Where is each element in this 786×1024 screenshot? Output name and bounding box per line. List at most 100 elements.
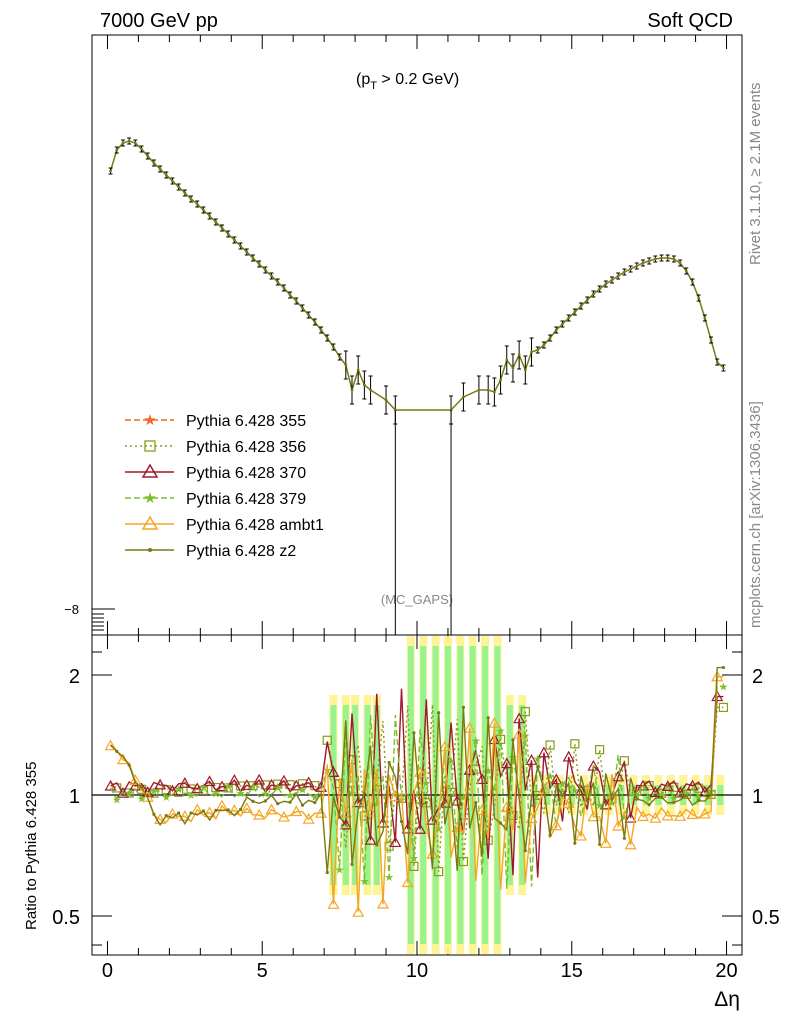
data-point <box>319 328 323 332</box>
data-point <box>561 322 564 326</box>
ratio-marker: ★ <box>434 824 444 836</box>
ratio-marker: ★ <box>496 726 506 738</box>
ratio-marker <box>458 856 469 867</box>
ratio-marker <box>228 773 241 785</box>
ratio-marker <box>189 811 193 815</box>
ratio-marker <box>277 774 290 786</box>
ratio-marker <box>238 807 243 812</box>
ratio-marker <box>387 760 391 765</box>
ratio-marker <box>235 781 246 791</box>
data-point <box>573 310 577 314</box>
ratio-marker <box>127 763 131 767</box>
ratio-marker <box>201 809 206 813</box>
ratio-marker <box>513 712 526 724</box>
ratio-marker: ★ <box>471 735 481 747</box>
ratio-marker <box>451 821 464 833</box>
data-point <box>517 353 521 357</box>
ratio-ytick-right: 2 <box>752 666 763 688</box>
mcplots-label: mcplots.cern.ch [arXiv:1306.3436] <box>747 401 764 628</box>
ratio-marker <box>686 779 699 791</box>
ratio-marker: ★ <box>260 789 270 801</box>
ratio-marker <box>364 805 377 817</box>
ratio-marker <box>302 776 315 788</box>
data-point <box>697 296 701 300</box>
data-point <box>288 293 292 297</box>
data-point <box>598 287 602 291</box>
data-point <box>672 257 676 261</box>
data-point <box>301 306 304 310</box>
ratio-marker <box>488 716 501 728</box>
data-point <box>332 345 335 349</box>
legend-marker <box>141 515 159 530</box>
ratio-marker <box>191 782 204 794</box>
ratio-marker <box>327 766 340 777</box>
ratio-marker <box>636 779 649 791</box>
data-point <box>530 350 533 354</box>
data-point <box>202 208 205 212</box>
data-point <box>356 368 360 372</box>
ratio-marker: ★ <box>236 788 246 800</box>
ratio-marker: ★ <box>694 792 704 804</box>
ratio-marker <box>315 806 328 818</box>
ratio-marker: ★ <box>161 792 171 804</box>
ratio-marker <box>149 788 159 798</box>
x-tick-labels: 0 5 10 15 20 <box>102 960 738 982</box>
data-point <box>177 185 181 189</box>
data-point <box>492 390 496 394</box>
ratio-ytick-left: 2 <box>69 666 80 688</box>
ratio-marker <box>177 811 181 815</box>
ratio-marker <box>376 897 389 909</box>
legend-item: ★ Pythia 6.428 355 <box>125 412 306 430</box>
ratio-marker <box>290 779 303 791</box>
ratio-marker <box>570 739 580 749</box>
ratio-marker: ★ <box>285 790 295 802</box>
ratio-marker <box>649 811 662 823</box>
ratio-marker: ★ <box>533 753 543 765</box>
ratio-marker <box>545 740 555 750</box>
ratio-marker <box>575 829 588 841</box>
data-point <box>313 320 317 324</box>
data-point <box>338 355 342 359</box>
ratio-marker <box>352 905 365 917</box>
data-point <box>499 378 502 382</box>
legend-label: Pythia 6.428 356 <box>186 439 306 456</box>
ratio-marker: ★ <box>545 771 555 783</box>
header-left: 7000 GeV pp <box>100 10 218 32</box>
ratio-marker <box>253 773 266 785</box>
ratio-marker <box>339 806 352 818</box>
ratio-marker <box>624 811 637 823</box>
data-point <box>622 270 626 274</box>
ratio-marker <box>647 803 651 807</box>
ratio-marker <box>488 733 501 745</box>
ratio-marker: ★ <box>298 784 308 796</box>
ratio-marker: ★ <box>558 779 568 791</box>
legend-marker: ★ <box>143 490 156 507</box>
ratio-marker <box>325 870 329 875</box>
ratio-marker <box>709 793 713 797</box>
ratio-marker <box>684 794 688 798</box>
data-point <box>709 338 713 342</box>
ratio-marker <box>437 711 441 715</box>
x-tick-label: 10 <box>406 960 428 982</box>
data-point <box>183 191 187 195</box>
data-point <box>208 214 212 218</box>
data-point <box>684 269 688 273</box>
ratio-marker <box>164 813 168 818</box>
ratio-marker: ★ <box>508 752 518 764</box>
ratio-marker <box>251 799 255 803</box>
data-point <box>486 388 490 392</box>
ratio-marker <box>277 810 290 822</box>
data-point <box>369 388 372 392</box>
data-point <box>542 343 546 347</box>
ratio-marker: ★ <box>124 788 134 800</box>
main-ytick-label: −8 <box>64 602 79 617</box>
ratio-marker <box>409 861 419 871</box>
ratio-marker <box>500 757 513 769</box>
ratio-marker <box>500 801 513 812</box>
legend-marker <box>148 548 152 552</box>
legend-marker <box>144 440 156 452</box>
ratio-marker <box>104 779 117 791</box>
ratio-marker <box>115 749 119 753</box>
ratio-marker: ★ <box>112 795 122 807</box>
ratio-marker: ★ <box>359 876 369 888</box>
